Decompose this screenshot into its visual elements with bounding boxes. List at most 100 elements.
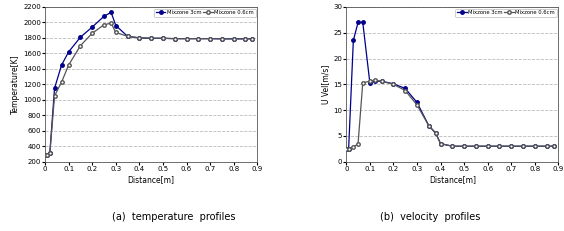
Text: (b)  velocity  profiles: (b) velocity profiles xyxy=(380,212,480,222)
Mixzone 0.6cm xyxy=(350,146,357,149)
Mixzone 3cm xyxy=(183,37,190,40)
Mixzone 0.6cm xyxy=(136,36,143,39)
Mixzone 0.6cm xyxy=(425,124,432,127)
Mixzone 0.6cm xyxy=(160,37,166,40)
Mixzone 3cm xyxy=(519,145,526,148)
Mixzone 0.6cm xyxy=(218,37,225,40)
Mixzone 3cm xyxy=(42,153,49,156)
Mixzone 3cm xyxy=(449,145,456,148)
Mixzone 3cm xyxy=(51,87,58,90)
Mixzone 0.6cm xyxy=(461,145,468,148)
Mixzone 3cm xyxy=(355,21,362,24)
Mixzone 0.6cm xyxy=(183,37,190,40)
Mixzone 0.6cm xyxy=(100,23,107,26)
Mixzone 0.6cm xyxy=(108,22,114,24)
X-axis label: Distance[m]: Distance[m] xyxy=(429,175,476,184)
Mixzone 3cm xyxy=(230,37,237,40)
Text: (a)  temperature  profiles: (a) temperature profiles xyxy=(112,212,235,222)
Mixzone 3cm xyxy=(371,80,378,83)
Mixzone 3cm xyxy=(550,145,557,148)
Mixzone 0.6cm xyxy=(437,142,444,145)
Mixzone 3cm xyxy=(89,26,96,28)
Mixzone 3cm xyxy=(206,37,213,40)
Mixzone 0.6cm xyxy=(496,145,503,148)
Mixzone 0.6cm xyxy=(51,94,58,97)
Mixzone 3cm xyxy=(378,80,385,83)
Mixzone 0.6cm xyxy=(242,37,249,40)
Mixzone 0.6cm xyxy=(359,81,366,84)
Mixzone 0.6cm xyxy=(484,145,491,148)
Mixzone 0.6cm xyxy=(543,145,550,148)
Line: Mixzone 3cm: Mixzone 3cm xyxy=(43,11,254,156)
Mixzone 3cm xyxy=(136,36,143,39)
Mixzone 0.6cm xyxy=(473,145,479,148)
Mixzone 3cm xyxy=(425,124,432,127)
Mixzone 0.6cm xyxy=(77,44,84,47)
Line: Mixzone 0.6cm: Mixzone 0.6cm xyxy=(43,21,254,156)
Mixzone 0.6cm xyxy=(124,35,131,38)
Mixzone 3cm xyxy=(484,145,491,148)
Mixzone 3cm xyxy=(108,11,114,14)
Mixzone 0.6cm xyxy=(206,37,213,40)
Mixzone 0.6cm xyxy=(508,145,514,148)
Mixzone 0.6cm xyxy=(230,37,237,40)
Mixzone 0.6cm xyxy=(550,145,557,148)
Mixzone 0.6cm xyxy=(371,79,378,82)
Mixzone 0.6cm xyxy=(112,31,119,34)
Mixzone 0.6cm xyxy=(519,145,526,148)
Mixzone 3cm xyxy=(46,152,53,155)
Line: Mixzone 3cm: Mixzone 3cm xyxy=(345,21,556,151)
Mixzone 3cm xyxy=(543,145,550,148)
Mixzone 0.6cm xyxy=(433,132,439,135)
Mixzone 3cm xyxy=(65,50,72,53)
Mixzone 3cm xyxy=(531,145,538,148)
Mixzone 3cm xyxy=(413,101,420,104)
Mixzone 3cm xyxy=(345,147,352,150)
Mixzone 3cm xyxy=(402,87,408,90)
Mixzone 3cm xyxy=(148,37,155,40)
Mixzone 3cm xyxy=(390,82,397,85)
Mixzone 0.6cm xyxy=(249,37,256,40)
X-axis label: Distance[m]: Distance[m] xyxy=(127,175,175,184)
Mixzone 3cm xyxy=(461,145,468,148)
Mixzone 3cm xyxy=(367,81,373,84)
Mixzone 0.6cm xyxy=(402,89,408,92)
Mixzone 3cm xyxy=(171,37,178,40)
Mixzone 0.6cm xyxy=(378,80,385,83)
Mixzone 3cm xyxy=(100,15,107,18)
Mixzone 0.6cm xyxy=(44,153,51,156)
Legend: Mixzone 3cm, Mixzone 0.6cm: Mixzone 3cm, Mixzone 0.6cm xyxy=(456,9,557,17)
Mixzone 0.6cm xyxy=(65,64,72,66)
Mixzone 3cm xyxy=(343,147,350,150)
Legend: Mixzone 3cm, Mixzone 0.6cm: Mixzone 3cm, Mixzone 0.6cm xyxy=(155,9,255,17)
Mixzone 3cm xyxy=(433,132,439,135)
Mixzone 3cm xyxy=(44,153,51,156)
Mixzone 3cm xyxy=(473,145,479,148)
Mixzone 0.6cm xyxy=(355,142,362,145)
Mixzone 3cm xyxy=(218,37,225,40)
Y-axis label: Temperature[K]: Temperature[K] xyxy=(11,55,20,114)
Mixzone 3cm xyxy=(58,64,65,66)
Mixzone 0.6cm xyxy=(42,153,49,156)
Mixzone 0.6cm xyxy=(343,147,350,150)
Mixzone 0.6cm xyxy=(449,145,456,148)
Mixzone 3cm xyxy=(249,37,256,40)
Mixzone 0.6cm xyxy=(195,37,202,40)
Mixzone 0.6cm xyxy=(345,147,352,150)
Mixzone 3cm xyxy=(437,142,444,145)
Mixzone 3cm xyxy=(350,39,357,42)
Mixzone 3cm xyxy=(77,36,84,39)
Mixzone 3cm xyxy=(508,145,514,148)
Mixzone 0.6cm xyxy=(390,83,397,86)
Mixzone 3cm xyxy=(496,145,503,148)
Line: Mixzone 0.6cm: Mixzone 0.6cm xyxy=(345,79,556,151)
Mixzone 0.6cm xyxy=(89,32,96,35)
Mixzone 0.6cm xyxy=(413,103,420,106)
Mixzone 3cm xyxy=(359,21,366,24)
Mixzone 3cm xyxy=(112,24,119,27)
Y-axis label: U Vel[m/s]: U Vel[m/s] xyxy=(321,65,331,104)
Mixzone 0.6cm xyxy=(58,81,65,83)
Mixzone 3cm xyxy=(195,37,202,40)
Mixzone 3cm xyxy=(242,37,249,40)
Mixzone 0.6cm xyxy=(531,145,538,148)
